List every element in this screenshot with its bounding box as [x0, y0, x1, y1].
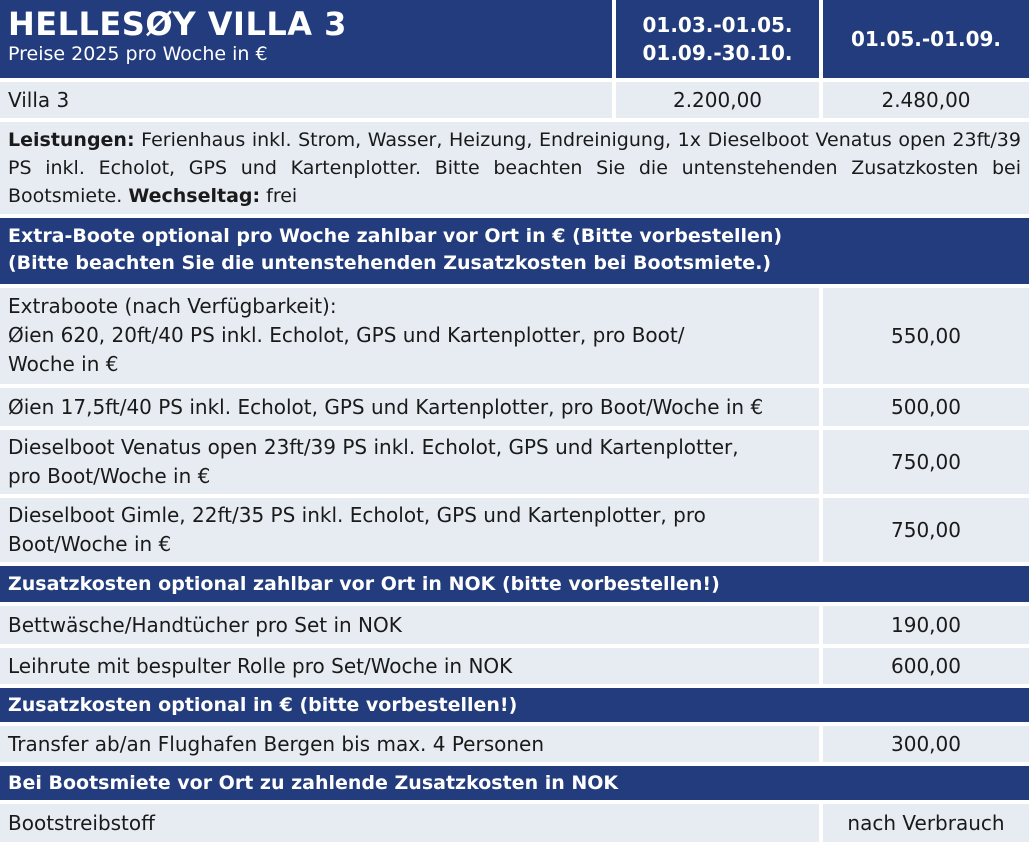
leistungen-text: Ferienhaus inkl. Strom, Wasser, Heizung,… [8, 129, 1021, 207]
extra-boat-line: Dieselboot Venatus open 23ft/39 PS inkl.… [8, 435, 739, 459]
extra-boat-item: Dieselboot Venatus open 23ft/39 PS inkl.… [0, 430, 819, 494]
bootsmiete-heading: Bei Bootsmiete vor Ort zu zahlende Zusat… [0, 766, 1029, 800]
leistungen-block: Leistungen: Ferienhaus inkl. Strom, Wass… [0, 122, 1029, 214]
extra-boat-line: Boot/Woche in € [8, 532, 172, 556]
villa-price-season-1: 2.200,00 [616, 82, 819, 118]
zusatz-eur-heading: Zusatzkosten optional in € (bitte vorbes… [0, 688, 1029, 722]
extra-boat-item: Extraboote (nach Verfügbarkeit): Øien 62… [0, 288, 819, 384]
zusatz-nok-price: 600,00 [823, 648, 1029, 684]
extra-boat-line: Øien 620, 20ft/40 PS inkl. Echolot, GPS … [8, 323, 685, 347]
zusatz-nok-item: Bettwäsche/Handtücher pro Set in NOK [0, 606, 819, 644]
wechseltag-label: Wechseltag: [128, 185, 261, 207]
extra-boat-price: 550,00 [823, 288, 1029, 384]
extra-boat-line: Woche in € [8, 352, 119, 376]
season-2-header: 01.05.-01.09. [823, 0, 1029, 78]
title-cell: HELLESØY VILLA 3 Preise 2025 pro Woche i… [0, 0, 612, 78]
page-title: HELLESØY VILLA 3 [8, 5, 347, 43]
extra-boat-price: 500,00 [823, 388, 1029, 426]
extra-boat-line: Dieselboot Gimle, 22ft/35 PS inkl. Echol… [8, 503, 706, 527]
extra-boote-heading-line-2: (Bitte beachten Sie die untenstehenden Z… [8, 252, 772, 274]
extra-boat-price: 750,00 [823, 498, 1029, 562]
extra-boote-heading: Extra-Boote optional pro Woche zahlbar v… [0, 218, 1029, 284]
zusatz-eur-item: Transfer ab/an Flughafen Bergen bis max.… [0, 726, 819, 762]
zusatz-nok-item: Leihrute mit bespulter Rolle pro Set/Woc… [0, 648, 819, 684]
season-2-range: 01.05.-01.09. [850, 27, 1002, 51]
extra-boat-line: Extraboote (nach Verfügbarkeit): [8, 294, 337, 318]
season-1-range-a: 01.03.-01.05. [642, 13, 793, 37]
villa-label: Villa 3 [0, 82, 612, 118]
zusatz-eur-price: 300,00 [823, 726, 1029, 762]
page-subtitle: Preise 2025 pro Woche in € [8, 43, 268, 65]
villa-price-season-2: 2.480,00 [823, 82, 1029, 118]
extra-boat-item: Øien 17,5ft/40 PS inkl. Echolot, GPS und… [0, 388, 819, 426]
zusatz-nok-heading: Zusatzkosten optional zahlbar vor Ort in… [0, 566, 1029, 602]
extra-boat-item: Dieselboot Gimle, 22ft/35 PS inkl. Echol… [0, 498, 819, 562]
season-1-range-b: 01.09.-30.10. [642, 41, 793, 65]
bootsmiete-price: nach Verbrauch [823, 804, 1029, 842]
season-1-header: 01.03.-01.05. 01.09.-30.10. [616, 0, 819, 78]
bootsmiete-item: Bootstreibstoff [0, 804, 819, 842]
extra-boote-heading-line-1: Extra-Boote optional pro Woche zahlbar v… [8, 225, 783, 247]
extra-boat-line: pro Boot/Woche in € [8, 464, 211, 488]
leistungen-label: Leistungen: [8, 129, 135, 151]
wechseltag-value: frei [260, 185, 298, 207]
extra-boat-price: 750,00 [823, 430, 1029, 494]
zusatz-nok-price: 190,00 [823, 606, 1029, 644]
